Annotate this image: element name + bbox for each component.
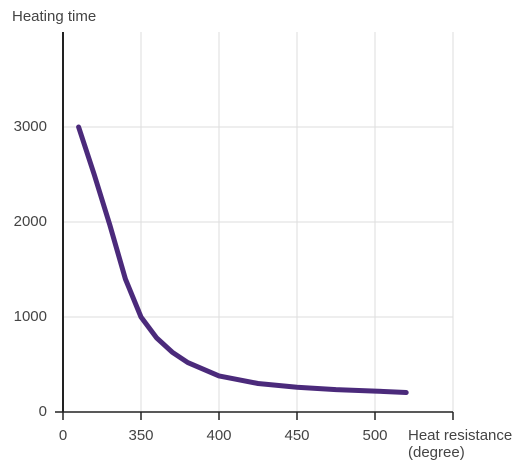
data-line (76, 124, 409, 396)
x-tick-label: 0 (59, 427, 67, 444)
y-tick-label: 1000 (14, 308, 47, 325)
x-axis-title: Heat resistance (408, 427, 512, 444)
y-tick-label: 3000 (14, 118, 47, 135)
x-axis-title: (degree) (408, 444, 465, 461)
y-tick-label: 0 (39, 403, 47, 420)
x-tick-label: 450 (284, 427, 309, 444)
x-tick-label: 500 (362, 427, 387, 444)
x-tick-label: 350 (128, 427, 153, 444)
y-tick-label: 2000 (14, 213, 47, 230)
x-tick-label: 400 (206, 427, 231, 444)
y-axis-title: Heating time (12, 8, 96, 25)
